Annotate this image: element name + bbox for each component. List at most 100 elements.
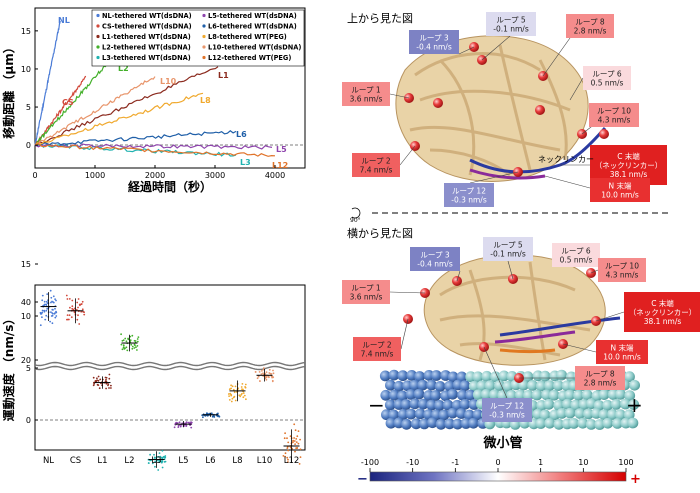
velocity-dot	[240, 394, 243, 396]
trace-label-l5: L5	[276, 145, 287, 154]
legend-marker	[96, 55, 100, 60]
tubulin-sphere	[581, 389, 593, 401]
tubulin-sphere	[380, 389, 392, 401]
tubulin-sphere	[610, 399, 622, 410]
loop-label-name: ループ 8	[575, 18, 604, 27]
tubulin-sphere	[447, 407, 459, 419]
velocity-dot	[243, 394, 246, 397]
tubulin-sphere	[494, 380, 505, 391]
tubulin-sphere	[594, 419, 606, 430]
x-tick-label: 4000	[265, 171, 285, 180]
tubulin-sphere	[541, 389, 552, 401]
loop-label-value: 7.4 nm/s	[361, 350, 394, 359]
label-leader-line	[481, 35, 511, 61]
tubulin-sphere	[553, 380, 564, 391]
velocity-dot	[149, 453, 152, 456]
velocity-y-label: 運動速度 （nm/s）	[1, 313, 16, 422]
loop-label-value: 38.1 nm/s	[610, 170, 648, 179]
tubulin-sphere	[553, 418, 565, 430]
velocity-dot	[51, 312, 54, 314]
velocity-dot	[161, 457, 164, 460]
velocity-dot	[77, 298, 80, 300]
velocity-dot	[240, 386, 243, 388]
velocity-dot	[104, 380, 107, 383]
tubulin-sphere	[531, 389, 543, 401]
trace-l2	[34, 57, 113, 147]
tubulin-sphere	[623, 409, 635, 421]
trace-l12	[34, 143, 276, 157]
velocity-dot	[131, 334, 134, 337]
velocity-dot	[136, 340, 139, 343]
velocity-dot	[137, 336, 140, 338]
legend-entry: NL-tethered WT(dsDNA)	[102, 12, 192, 20]
velocity-dot	[133, 347, 136, 349]
velocity-dot	[51, 314, 54, 317]
tubulin-sphere	[457, 389, 468, 401]
loop-label-box	[589, 103, 639, 127]
loop-label-name: ループ 10	[605, 262, 639, 271]
tubulin-sphere	[427, 417, 438, 429]
velocity-dot	[50, 311, 52, 313]
tubulin-sphere	[490, 371, 501, 383]
colorbar-tick-label: -100	[361, 458, 379, 467]
side-view-protein	[423, 254, 621, 366]
tubulin-sphere	[535, 418, 547, 429]
label-leader-line	[399, 145, 416, 166]
loop-label-value: -0.3 nm/s	[451, 196, 487, 205]
label-leader-line	[389, 93, 410, 99]
loop-label-name: C 末端	[617, 151, 640, 161]
velocity-dot	[297, 442, 300, 445]
velocity-dot	[124, 337, 127, 340]
velocity-dot	[231, 397, 234, 400]
velocity-dot	[265, 375, 267, 378]
velocity-dot	[244, 383, 247, 386]
velocity-dot	[161, 466, 164, 469]
legend-entry: L3-tethered WT(dsDNA)	[102, 54, 191, 62]
velocity-dot	[260, 373, 263, 375]
velocity-dot	[230, 387, 233, 390]
velocity-dot	[41, 294, 44, 297]
loop-label-value: 10.0 nm/s	[601, 191, 639, 200]
velocity-dot	[70, 316, 73, 319]
velocity-y-tick-label: 15	[21, 260, 31, 269]
label-leader-line	[544, 175, 591, 189]
loop-label-name: N 末端	[609, 181, 632, 191]
legend-marker	[96, 45, 100, 49]
legend-box	[91, 9, 305, 67]
velocity-dot	[131, 347, 134, 350]
velocity-category-label: L12	[284, 456, 300, 466]
velocity-dot	[177, 426, 180, 428]
velocity-dot	[185, 424, 188, 427]
velocity-dot	[283, 437, 286, 440]
trace-l6	[34, 130, 237, 146]
microtubule-label: 微小管	[482, 435, 522, 451]
velocity-y-tick-label: 40	[21, 298, 31, 307]
tubulin-sphere	[459, 398, 471, 410]
displacement-x-ticks: 0 1000 2000 3000 4000	[32, 165, 285, 180]
velocity-dot	[99, 378, 102, 381]
label-leader-line	[469, 171, 519, 184]
velocity-dot	[272, 376, 275, 379]
loop-label-name: （ネックリンカー）	[629, 308, 697, 317]
velocity-dot	[271, 379, 274, 382]
velocity-dot	[242, 392, 245, 394]
velocity-dot	[77, 306, 79, 309]
trace-label-l12: L12	[272, 161, 288, 170]
tubulin-sphere	[607, 409, 618, 420]
tubulin-sphere	[544, 417, 556, 429]
velocity-dot	[134, 344, 136, 347]
tubulin-sphere	[539, 409, 551, 421]
trace-label-nl: NL	[58, 16, 70, 25]
tubulin-sphere	[468, 380, 480, 392]
label-leader-line	[562, 343, 597, 353]
tubulin-sphere	[464, 409, 475, 421]
velocity-dot	[71, 305, 74, 308]
tubulin-sphere	[447, 371, 459, 383]
x-tick-label: 1000	[85, 171, 105, 180]
velocity-dot	[79, 304, 81, 307]
velocity-dot	[125, 346, 128, 349]
velocity-dot	[107, 383, 110, 386]
loop-label-name: ループ 3	[420, 251, 449, 260]
displacement-y-label: 移動距離 （μm）	[1, 41, 16, 139]
legend-entry: L12-tethered WT(PEG)	[208, 54, 291, 62]
